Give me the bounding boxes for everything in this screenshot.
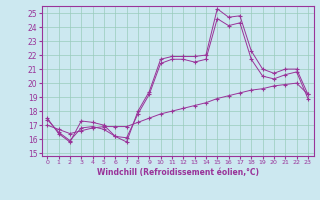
X-axis label: Windchill (Refroidissement éolien,°C): Windchill (Refroidissement éolien,°C) (97, 168, 259, 177)
